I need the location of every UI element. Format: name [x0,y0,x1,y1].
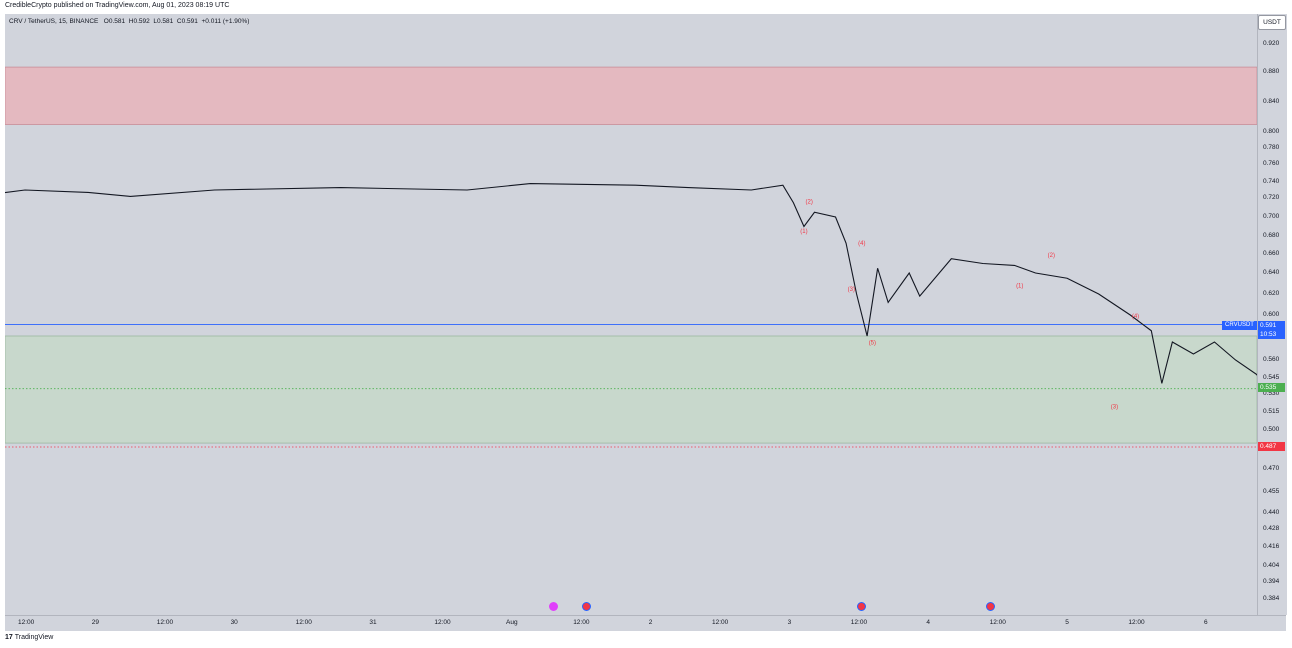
time-tick-label: 31 [369,619,377,626]
open-value: 0.581 [108,18,126,25]
resistance-zone [5,66,1257,125]
us-flag-icon[interactable] [986,602,995,611]
countdown-tag: 10:53 [1258,330,1285,339]
price-tick-label: 0.620 [1263,290,1280,297]
wave-label: (1) [1016,284,1023,290]
price-tick-label: 0.500 [1263,426,1280,433]
symbol-label: CRV / TetherUS, 15, BINANCE [9,18,99,25]
price-tick-label: 0.920 [1263,40,1280,47]
us-flag-icon[interactable] [857,602,866,611]
price-tick-label: 0.515 [1263,408,1280,415]
red-level-tag: 0.487 [1258,442,1285,451]
price-tick-label: 0.530 [1263,390,1280,397]
price-tick-label: 0.680 [1263,232,1280,239]
price-tick-label: 0.800 [1263,128,1280,135]
tradingview-logo[interactable]: 17 TradingView [5,634,53,641]
symbol-price-tag: CRVUSDT [1222,321,1257,330]
wave-label: (4) [1132,314,1139,320]
price-line [5,183,1257,384]
time-axis[interactable] [5,615,1286,631]
current-price-tag: 0.591 [1258,321,1285,330]
close-label: C [176,18,182,25]
time-tick-label: 12:00 [18,619,35,626]
high-label: H [128,18,134,25]
price-tick-label: 0.720 [1263,194,1280,201]
event-marker-icon[interactable] [549,602,558,611]
time-tick-label: 12:00 [295,619,312,626]
price-tick-label: 0.880 [1263,68,1280,75]
time-tick-label: 30 [230,619,238,626]
time-tick-label: 4 [926,619,930,626]
chart-plot-area[interactable]: ABC(1)(2)(3)(4)(5)(2)(1)(4)(3)(5)(2)(1)(… [5,14,1257,615]
support-zone [5,335,1257,444]
price-tick-label: 0.404 [1263,562,1280,569]
ohlc-legend: CRV / TetherUS, 15, BINANCE O0.581 H0.59… [9,18,249,25]
price-tick-label: 0.428 [1263,525,1280,532]
wave-label: (4) [858,241,865,247]
wave-label: (1) [800,229,807,235]
publisher-caption: CredibleCrypto published on TradingView.… [5,2,230,9]
price-tick-label: 0.394 [1263,578,1280,585]
change-value: +0.011 (+1.90%) [201,18,250,25]
price-tick-label: 0.780 [1263,144,1280,151]
green-level-tag: 0.535 [1258,383,1285,392]
price-tick-label: 0.384 [1263,595,1280,602]
price-tick-label: 0.416 [1263,543,1280,550]
wave-label: (2) [806,200,813,206]
time-tick-label: 2 [648,619,653,626]
price-chart[interactable]: ABC(1)(2)(3)(4)(5)(2)(1)(4)(3)(5)(2)(1)(… [5,14,1257,615]
time-tick-label: 12:00 [712,619,729,626]
logo-mark-icon: 17 [5,634,13,641]
price-tick-label: 0.700 [1263,213,1280,220]
price-tick-label: 0.455 [1263,488,1280,495]
low-label: L [153,18,157,25]
currency-button[interactable]: USDT [1258,15,1286,30]
close-value: 0.591 [181,18,198,25]
price-tick-label: 0.470 [1263,465,1280,472]
time-tick-label: 12:00 [434,619,451,626]
wave-label: (3) [848,287,855,293]
price-tick-label: 0.545 [1263,374,1280,381]
time-tick-label: 12:00 [156,619,174,626]
price-tick-label: 0.840 [1263,98,1280,105]
us-flag-icon[interactable] [582,602,591,611]
wave-label: (2) [1048,253,1055,259]
logo-wordmark: TradingView [14,634,54,641]
time-tick-label: 12:00 [573,619,590,626]
price-tick-label: 0.660 [1263,250,1280,257]
time-tick-label: 5 [1065,619,1069,626]
time-tick-label: 12:00 [989,619,1006,626]
time-tick-label: 12:00 [850,619,868,626]
time-tick-label: 12:00 [1128,619,1145,626]
time-tick-label: 29 [91,619,99,626]
time-tick-label: Aug [506,619,518,626]
high-value: 0.592 [133,18,150,25]
price-tick-label: 0.740 [1263,178,1280,185]
price-tick-label: 0.760 [1263,160,1280,167]
open-label: O [103,18,109,25]
price-tick-label: 0.600 [1263,311,1280,318]
wave-label: (3) [1111,404,1118,410]
wave-label: (5) [869,340,876,346]
price-tick-label: 0.560 [1263,356,1280,363]
time-tick-label: 6 [1203,619,1208,626]
time-tick-label: 3 [787,619,792,626]
price-tick-label: 0.640 [1263,269,1280,276]
price-axis[interactable] [1257,14,1287,615]
low-value: 0.581 [156,18,174,25]
price-tick-label: 0.440 [1263,509,1280,516]
